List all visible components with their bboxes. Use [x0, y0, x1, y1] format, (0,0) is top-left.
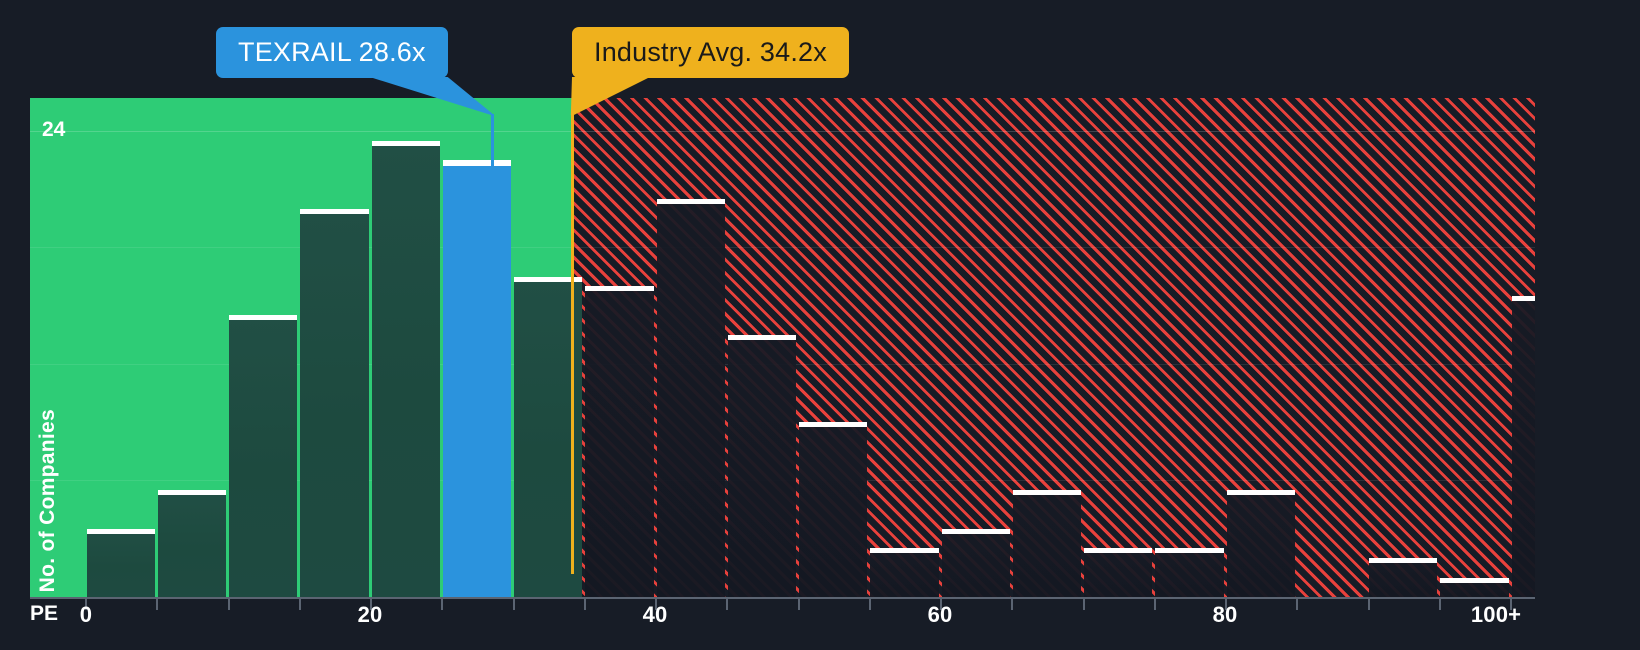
x-axis-title: PE [30, 602, 59, 625]
histogram-bar[interactable] [585, 286, 654, 597]
histogram-bar-body [1155, 548, 1224, 597]
histogram-bar-body [157, 490, 226, 597]
histogram-bar[interactable] [941, 529, 1010, 597]
histogram-bar-cap [1440, 577, 1509, 583]
histogram-bar-cap [1369, 558, 1438, 564]
histogram-bar-body [585, 286, 654, 597]
x-axis-tick [1225, 599, 1227, 610]
x-axis-tick [1510, 599, 1512, 610]
histogram-bar[interactable] [86, 529, 155, 597]
x-axis-tick [797, 599, 800, 610]
histogram-bar-body [300, 208, 369, 597]
x-axis-tick-label: 80 [1212, 602, 1238, 627]
callout-stem [570, 114, 574, 574]
histogram-bar-body [727, 334, 796, 597]
histogram-bar[interactable] [1511, 296, 1535, 597]
histogram-bar[interactable] [1226, 490, 1295, 597]
x-axis-tick [156, 599, 159, 610]
y-axis-max-label: 24 [42, 118, 66, 141]
histogram-bar-cap [442, 160, 511, 167]
histogram-bar-cap [1511, 296, 1535, 301]
histogram-bar-cap [300, 208, 369, 214]
histogram-bar[interactable] [799, 422, 868, 597]
histogram-bar-body [799, 422, 868, 597]
histogram-bar-body [656, 198, 725, 597]
callout-tail [369, 77, 495, 115]
histogram-bar-cap [1012, 490, 1081, 496]
histogram-bar[interactable] [157, 490, 226, 597]
x-axis-tick [1011, 599, 1014, 610]
x-axis-tick-label: 0 [79, 602, 93, 627]
histogram-bar-cap [1084, 548, 1153, 554]
x-axis-tick [227, 599, 230, 610]
histogram-bar-body [1226, 490, 1295, 597]
histogram-bar[interactable] [1369, 558, 1438, 597]
x-axis-tick [1153, 599, 1156, 610]
histogram-bar-body [442, 160, 511, 597]
histogram-bar-cap [799, 422, 868, 428]
histogram-bar-cap [229, 315, 298, 321]
histogram-bar-body [1012, 490, 1081, 597]
histogram-bar-cap [86, 529, 155, 535]
x-axis-tick [1438, 599, 1441, 610]
histogram-bar-body [941, 529, 1010, 597]
histogram-bar-body [371, 140, 440, 597]
histogram-bar-body [1511, 296, 1535, 597]
x-axis-tick [1367, 599, 1370, 610]
company-pe-callout-label: TEXRAIL 28.6x [238, 37, 426, 67]
histogram-bar[interactable] [1084, 548, 1153, 597]
x-axis-tick [512, 599, 515, 610]
histogram-bar-cap [656, 198, 725, 204]
histogram-bar-cap [585, 286, 654, 292]
gridline [30, 247, 1535, 249]
x-axis-tick [940, 599, 942, 610]
histogram-bar-highlighted[interactable] [442, 160, 511, 597]
histogram-bar-body [1084, 548, 1153, 597]
callout-stem [491, 114, 495, 219]
x-axis-tick [726, 599, 729, 610]
histogram-bar-body [1369, 558, 1438, 597]
x-axis-tick [1082, 599, 1085, 610]
histogram-bar[interactable] [300, 208, 369, 597]
callout-tail [570, 77, 650, 115]
histogram-bar-cap [514, 276, 583, 282]
x-axis-tick-label: 40 [642, 602, 668, 627]
x-axis-tick [1296, 599, 1299, 610]
x-axis-tick [655, 599, 657, 610]
histogram-bar-body [86, 529, 155, 597]
histogram-bar-cap [870, 548, 939, 554]
x-axis-tick [583, 599, 586, 610]
histogram-bar[interactable] [229, 315, 298, 597]
x-axis-line [30, 597, 1535, 599]
x-axis-tick [441, 599, 444, 610]
histogram-bar-cap [727, 334, 796, 340]
histogram-bar-cap [1226, 490, 1295, 496]
histogram-bar[interactable] [1012, 490, 1081, 597]
x-axis-tick-label: 20 [357, 602, 383, 627]
x-axis-tick [370, 599, 372, 610]
x-axis-tick [85, 599, 87, 610]
x-axis-tick [298, 599, 301, 610]
industry-pe-callout[interactable]: Industry Avg. 34.2x [572, 27, 849, 78]
histogram-bar-cap [157, 490, 226, 496]
x-axis-tick-label: 100+ [1470, 602, 1522, 627]
histogram-bar[interactable] [371, 140, 440, 597]
industry-pe-callout-label: Industry Avg. 34.2x [594, 37, 827, 67]
histogram-bar-body [870, 548, 939, 597]
histogram-bar[interactable] [656, 198, 725, 597]
histogram-bar-cap [371, 140, 440, 146]
histogram-bar-cap [941, 529, 1010, 535]
histogram-bar[interactable] [1155, 548, 1224, 597]
x-axis-tick-label: 60 [927, 602, 953, 627]
histogram-bar[interactable] [727, 334, 796, 597]
histogram-bar[interactable] [1440, 577, 1509, 597]
gridline [30, 130, 1535, 132]
x-axis-tick [868, 599, 871, 610]
histogram-bar[interactable] [870, 548, 939, 597]
histogram-bar-body [229, 315, 298, 597]
histogram-bar-cap [1155, 548, 1224, 554]
y-axis-title: No. of Companies [36, 408, 59, 592]
company-pe-callout[interactable]: TEXRAIL 28.6x [216, 27, 448, 78]
